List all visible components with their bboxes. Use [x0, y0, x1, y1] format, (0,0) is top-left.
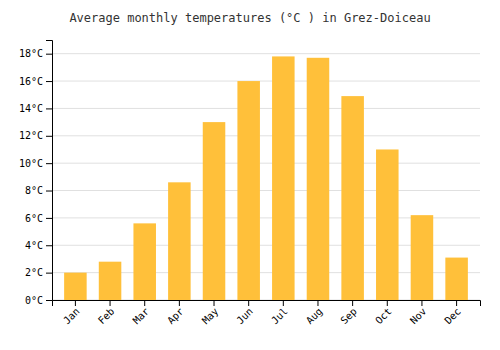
grid-line [52, 190, 480, 191]
bar [237, 81, 260, 300]
x-tick: Mar [131, 300, 152, 326]
bar [168, 182, 191, 300]
x-tick-label: Jan [61, 306, 82, 327]
x-tick: Feb [96, 300, 117, 326]
x-tick: Jul [269, 300, 290, 326]
bar [307, 58, 330, 300]
x-tick: Jan [61, 300, 82, 326]
y-tick: 2°C [25, 267, 52, 278]
x-axis: Jan Feb Mar Apr May Jun Jul Aug Sep Oct Nov Dec [53, 300, 481, 326]
x-tick-label: Nov [408, 306, 429, 327]
y-tick-mark [46, 108, 52, 109]
chart: 0°C 2°C 4°C 6°C 8°C 10°C 12°C 14°C 16°C 18°C Jan Fe… [0, 0, 500, 350]
y-tick-label: 8°C [25, 185, 43, 196]
x-tick: Dec [442, 300, 463, 326]
x-tick: Jun [234, 300, 255, 326]
x-axis-line [53, 301, 481, 307]
y-tick-mark [46, 54, 52, 55]
y-tick-mark [46, 218, 52, 219]
x-tick-mark [352, 300, 353, 306]
x-tick: Nov [408, 300, 429, 326]
x-tick-mark [387, 300, 388, 306]
x-tick-mark [214, 300, 215, 306]
x-tick-label: Dec [442, 306, 463, 327]
x-tick-label: Feb [96, 306, 117, 327]
y-tick: 8°C [25, 185, 52, 196]
x-tick-label: Oct [373, 306, 394, 327]
x-tick: Aug [304, 300, 325, 326]
y-tick-mark [46, 245, 52, 246]
y-tick-mark [46, 273, 52, 274]
x-tick: May [200, 300, 221, 326]
y-tick-mark [46, 191, 52, 192]
title: Average monthly temperatures (°C ) in Gr… [69, 11, 430, 25]
bar [64, 273, 87, 300]
x-tick-label: May [200, 306, 221, 327]
x-tick-mark [456, 300, 457, 306]
y-axis: 0°C 2°C 4°C 6°C 8°C 10°C 12°C 14°C 16°C 18°C [19, 41, 53, 306]
x-tick-mark [75, 300, 76, 306]
y-tick-mark [46, 300, 52, 301]
x-tick-mark [110, 300, 111, 306]
x-tick-label: Mar [131, 306, 152, 327]
x-tick-mark [144, 300, 145, 306]
x-tick-mark [179, 300, 180, 306]
y-tick-label: 2°C [25, 267, 43, 278]
x-tick-mark [421, 300, 422, 306]
y-tick: 18°C [19, 48, 52, 59]
y-tick-label: 12°C [19, 130, 43, 141]
bar [341, 96, 364, 300]
y-axis-line [46, 41, 53, 301]
y-tick: 16°C [19, 76, 52, 87]
y-tick-label: 4°C [25, 240, 43, 251]
x-tick-mark [248, 300, 249, 306]
x-tick-label: Aug [304, 306, 325, 327]
bar [272, 56, 295, 300]
y-tick-label: 10°C [19, 158, 43, 169]
y-tick: 6°C [25, 213, 52, 224]
grid-line [52, 135, 480, 136]
bar [411, 215, 434, 300]
y-tick-mark [46, 163, 52, 164]
bar [376, 149, 399, 300]
y-tick-label: 18°C [19, 48, 43, 59]
y-tick: 4°C [25, 240, 52, 251]
grid-line [52, 108, 480, 109]
y-tick-label: 16°C [19, 76, 43, 87]
bar [445, 258, 468, 300]
x-tick-label: Jul [269, 306, 290, 327]
grid-line [52, 53, 480, 54]
y-tick: 0°C [25, 295, 52, 306]
y-tick-label: 14°C [19, 103, 43, 114]
y-tick-label: 0°C [25, 295, 43, 306]
x-tick: Oct [373, 300, 394, 326]
bar [203, 122, 226, 300]
y-tick: 14°C [19, 103, 52, 114]
x-tick-label: Jun [234, 306, 255, 327]
y-tick: 10°C [19, 158, 52, 169]
x-tick-label: Sep [338, 306, 359, 327]
grid-line [52, 163, 480, 164]
x-tick-label: Apr [165, 306, 186, 327]
x-tick-mark [283, 300, 284, 306]
x-tick-mark [317, 300, 318, 306]
y-tick-label: 6°C [25, 213, 43, 224]
plot: 0°C 2°C 4°C 6°C 8°C 10°C 12°C 14°C 16°C 18°C Jan Fe… [19, 41, 481, 327]
y-tick: 12°C [19, 130, 52, 141]
bars [64, 56, 468, 300]
y-tick-mark [46, 81, 52, 82]
y-tick-mark [46, 136, 52, 137]
grid-line [52, 81, 480, 82]
grid [52, 54, 480, 300]
x-tick: Sep [338, 300, 359, 326]
x-tick: Apr [165, 300, 186, 326]
bar [99, 262, 122, 300]
bar [133, 223, 156, 300]
